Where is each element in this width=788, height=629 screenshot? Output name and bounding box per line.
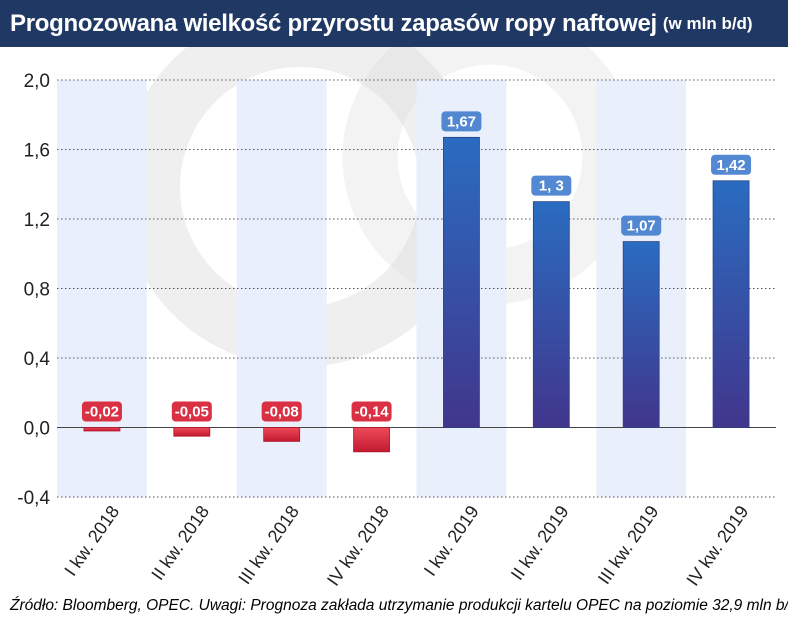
svg-text:1,67: 1,67 xyxy=(447,113,476,130)
y-tick-label: 0,0 xyxy=(24,419,50,440)
bar-chart: 2,0 1,6 1,2 0,8 0,4 0,0 -0,4 -0,02 -0,05 -0,08 -0… xyxy=(17,47,776,590)
y-tick-label: 0,8 xyxy=(24,280,50,301)
x-tick-label: III kw. 2019 xyxy=(594,502,663,588)
y-tick-label: -0,4 xyxy=(17,488,50,509)
data-label: -0,05 xyxy=(171,401,212,422)
chart-header: Prognozowana wielkość przyrostu zapasów … xyxy=(0,0,788,47)
data-label: 1,42 xyxy=(711,154,752,175)
data-label: -0,08 xyxy=(261,401,302,422)
y-tick-label: 0,4 xyxy=(24,349,51,370)
bar xyxy=(173,427,211,437)
data-label: -0,14 xyxy=(351,401,392,422)
y-tick-label: 1,2 xyxy=(24,210,50,231)
x-tick-label: I kw. 2018 xyxy=(60,502,123,580)
data-label: 1,07 xyxy=(621,215,662,236)
chart-title: Prognozowana wielkość przyrostu zapasów … xyxy=(10,9,657,37)
bar xyxy=(622,241,660,428)
x-tick-label: IV kw. 2019 xyxy=(683,502,753,590)
source-note: Źródło: Bloomberg, OPEC. Uwagi: Prognoza… xyxy=(10,597,788,614)
bar xyxy=(532,201,570,428)
chart-unit: (w mln b/d) xyxy=(662,13,753,33)
svg-text:1,07: 1,07 xyxy=(627,218,656,235)
x-tick-label: II kw. 2018 xyxy=(147,502,213,584)
svg-text:-0,05: -0,05 xyxy=(175,404,209,421)
svg-text:1, 3: 1, 3 xyxy=(539,178,564,195)
svg-text:-0,02: -0,02 xyxy=(85,404,119,421)
svg-text:-0,14: -0,14 xyxy=(354,404,389,421)
data-label: 1, 3 xyxy=(531,175,572,196)
bar xyxy=(712,180,750,428)
y-tick-label: 1,6 xyxy=(24,141,50,162)
svg-text:-0,08: -0,08 xyxy=(265,404,299,421)
data-label: -0,02 xyxy=(81,401,122,422)
y-tick-label: 2,0 xyxy=(24,71,50,92)
data-label: 1,67 xyxy=(441,111,482,132)
x-tick-label: I kw. 2019 xyxy=(420,502,483,580)
x-tick-label: IV kw. 2018 xyxy=(323,502,393,590)
bar xyxy=(443,136,480,428)
bar xyxy=(353,427,390,453)
bar xyxy=(263,427,301,442)
bar xyxy=(83,427,121,432)
x-tick-label: III kw. 2018 xyxy=(234,502,303,588)
svg-text:1,42: 1,42 xyxy=(716,157,745,174)
x-tick-label: II kw. 2019 xyxy=(507,502,573,584)
